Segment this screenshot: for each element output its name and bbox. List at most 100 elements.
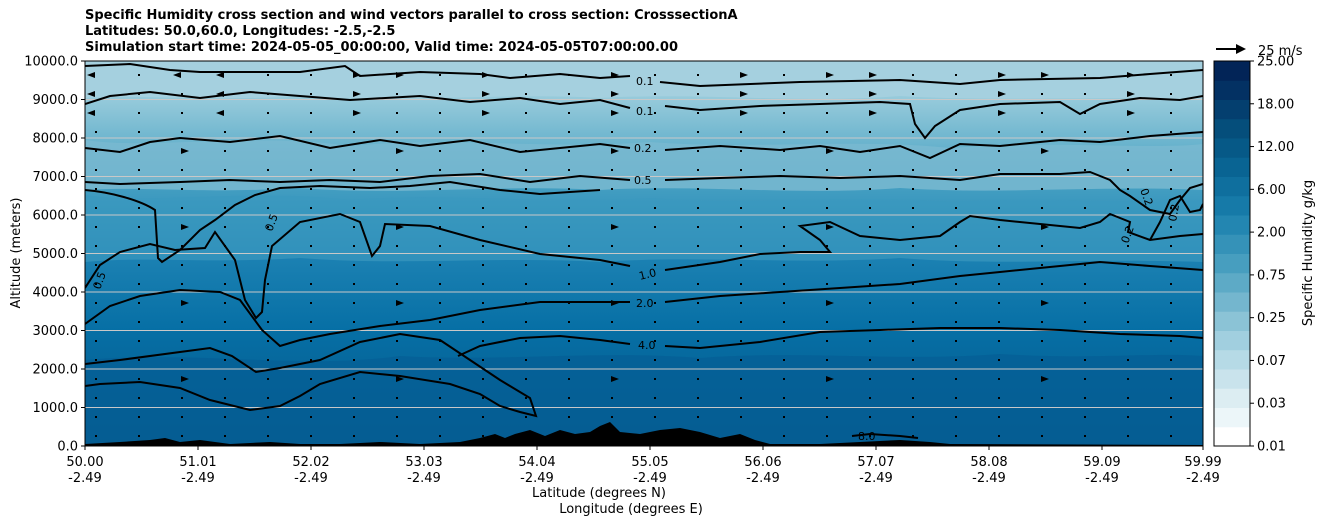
x-axis: 50.00-2.4951.01-2.4952.02-2.4953.03-2.49… <box>66 446 1222 486</box>
wind-vector <box>697 74 699 76</box>
wind-vector <box>353 264 355 266</box>
wind-vector <box>1170 245 1172 247</box>
contour-0.1-lower <box>85 90 1203 140</box>
wind-vector <box>95 302 97 304</box>
wind-vector <box>1127 321 1129 323</box>
wind-vector <box>482 131 484 133</box>
wind-vector <box>869 435 871 437</box>
wind-vector <box>697 245 699 247</box>
wind-vector <box>87 91 95 97</box>
wind-vector <box>173 72 181 78</box>
wind-vector <box>353 340 355 342</box>
wind-vector <box>654 359 656 361</box>
wind-vector <box>310 397 312 399</box>
wind-vector <box>353 378 355 380</box>
wind-vector <box>1084 397 1086 399</box>
wind-vector <box>1127 226 1129 228</box>
wind-vector <box>353 226 355 228</box>
colorbar-swatch <box>1214 388 1250 408</box>
wind-vector <box>525 321 527 323</box>
contour-4.0-east <box>457 327 1203 357</box>
wind-vector <box>396 245 398 247</box>
wind-vector <box>353 169 355 171</box>
wind-vector <box>439 112 441 114</box>
wind-vector <box>1127 245 1129 247</box>
y-tick-label: 6000.0 <box>33 209 79 224</box>
x-tick-label-lon: -2.49 <box>746 471 780 486</box>
wind-vector <box>697 226 699 228</box>
wind-vector <box>1170 93 1172 95</box>
wind-vector <box>525 378 527 380</box>
wind-vector <box>955 131 957 133</box>
wind-vector <box>310 245 312 247</box>
wind-vector <box>1127 110 1135 116</box>
wind-vector <box>1041 283 1043 285</box>
wind-vector <box>912 283 914 285</box>
wind-vector <box>955 416 957 418</box>
wind-vector <box>439 302 441 304</box>
wind-vector <box>353 416 355 418</box>
wind-vector <box>740 207 742 209</box>
wind-vector <box>1041 112 1043 114</box>
wind-vector <box>95 416 97 418</box>
wind-vector <box>267 416 269 418</box>
wind-vector <box>611 207 613 209</box>
wind-vector <box>955 207 957 209</box>
wind-vector <box>1170 264 1172 266</box>
quiver-key: 25 m/s <box>1216 44 1303 59</box>
wind-vector <box>568 74 570 76</box>
wind-vector <box>310 340 312 342</box>
wind-vector <box>95 378 97 380</box>
wind-vector <box>1084 264 1086 266</box>
wind-vector <box>525 112 527 114</box>
wind-vector <box>998 131 1000 133</box>
x-axis-label-1: Latitude (degrees N) <box>532 486 666 501</box>
wind-vector <box>138 283 140 285</box>
wind-vector <box>439 397 441 399</box>
quiver-key-arrowhead <box>1236 44 1246 54</box>
wind-vector <box>525 150 527 152</box>
contour-1.0 <box>85 212 1203 320</box>
wind-vector <box>310 435 312 437</box>
wind-vector <box>1170 131 1172 133</box>
y-tick-label: 2000.0 <box>33 363 79 378</box>
wind-vector <box>955 340 957 342</box>
wind-vector <box>267 226 269 228</box>
colorbar-swatch <box>1214 253 1250 274</box>
wind-vector <box>439 359 441 361</box>
wind-vector <box>396 188 398 190</box>
wind-vector <box>1041 416 1043 418</box>
wind-vector <box>482 110 490 116</box>
wind-vector <box>216 110 224 116</box>
y-tick-label: 1000.0 <box>33 401 79 416</box>
x-tick-label-lat: 58.08 <box>970 455 1007 470</box>
wind-vector <box>654 169 656 171</box>
wind-vector <box>95 207 97 209</box>
wind-vector <box>482 321 484 323</box>
wind-vector <box>1170 435 1172 437</box>
wind-vector <box>1170 188 1172 190</box>
wind-vector <box>998 321 1000 323</box>
wind-vector <box>1170 207 1172 209</box>
x-tick-label-lat: 50.00 <box>66 455 103 470</box>
wind-vector <box>396 300 404 306</box>
wind-vector <box>87 110 95 116</box>
wind-vector <box>912 378 914 380</box>
humidity-band-0.75 <box>85 195 1203 262</box>
wind-vector <box>95 359 97 361</box>
wind-vector <box>740 302 742 304</box>
wind-vector <box>869 245 871 247</box>
x-tick-label-lat: 56.06 <box>744 455 781 470</box>
wind-vector <box>95 321 97 323</box>
wind-vector <box>1084 340 1086 342</box>
wind-vector <box>783 321 785 323</box>
wind-vector <box>310 302 312 304</box>
wind-vector <box>955 112 957 114</box>
wind-vector <box>1041 376 1049 382</box>
wind-vector <box>955 378 957 380</box>
wind-vector <box>439 93 441 95</box>
y-axis: 0.0 1000.0 2000.0 3000.0 4000.0 5000.0 6000.0 7… <box>24 55 85 455</box>
wind-vector <box>181 340 183 342</box>
y-axis-label: Altitude (meters) <box>9 198 24 309</box>
wind-vector <box>1127 302 1129 304</box>
